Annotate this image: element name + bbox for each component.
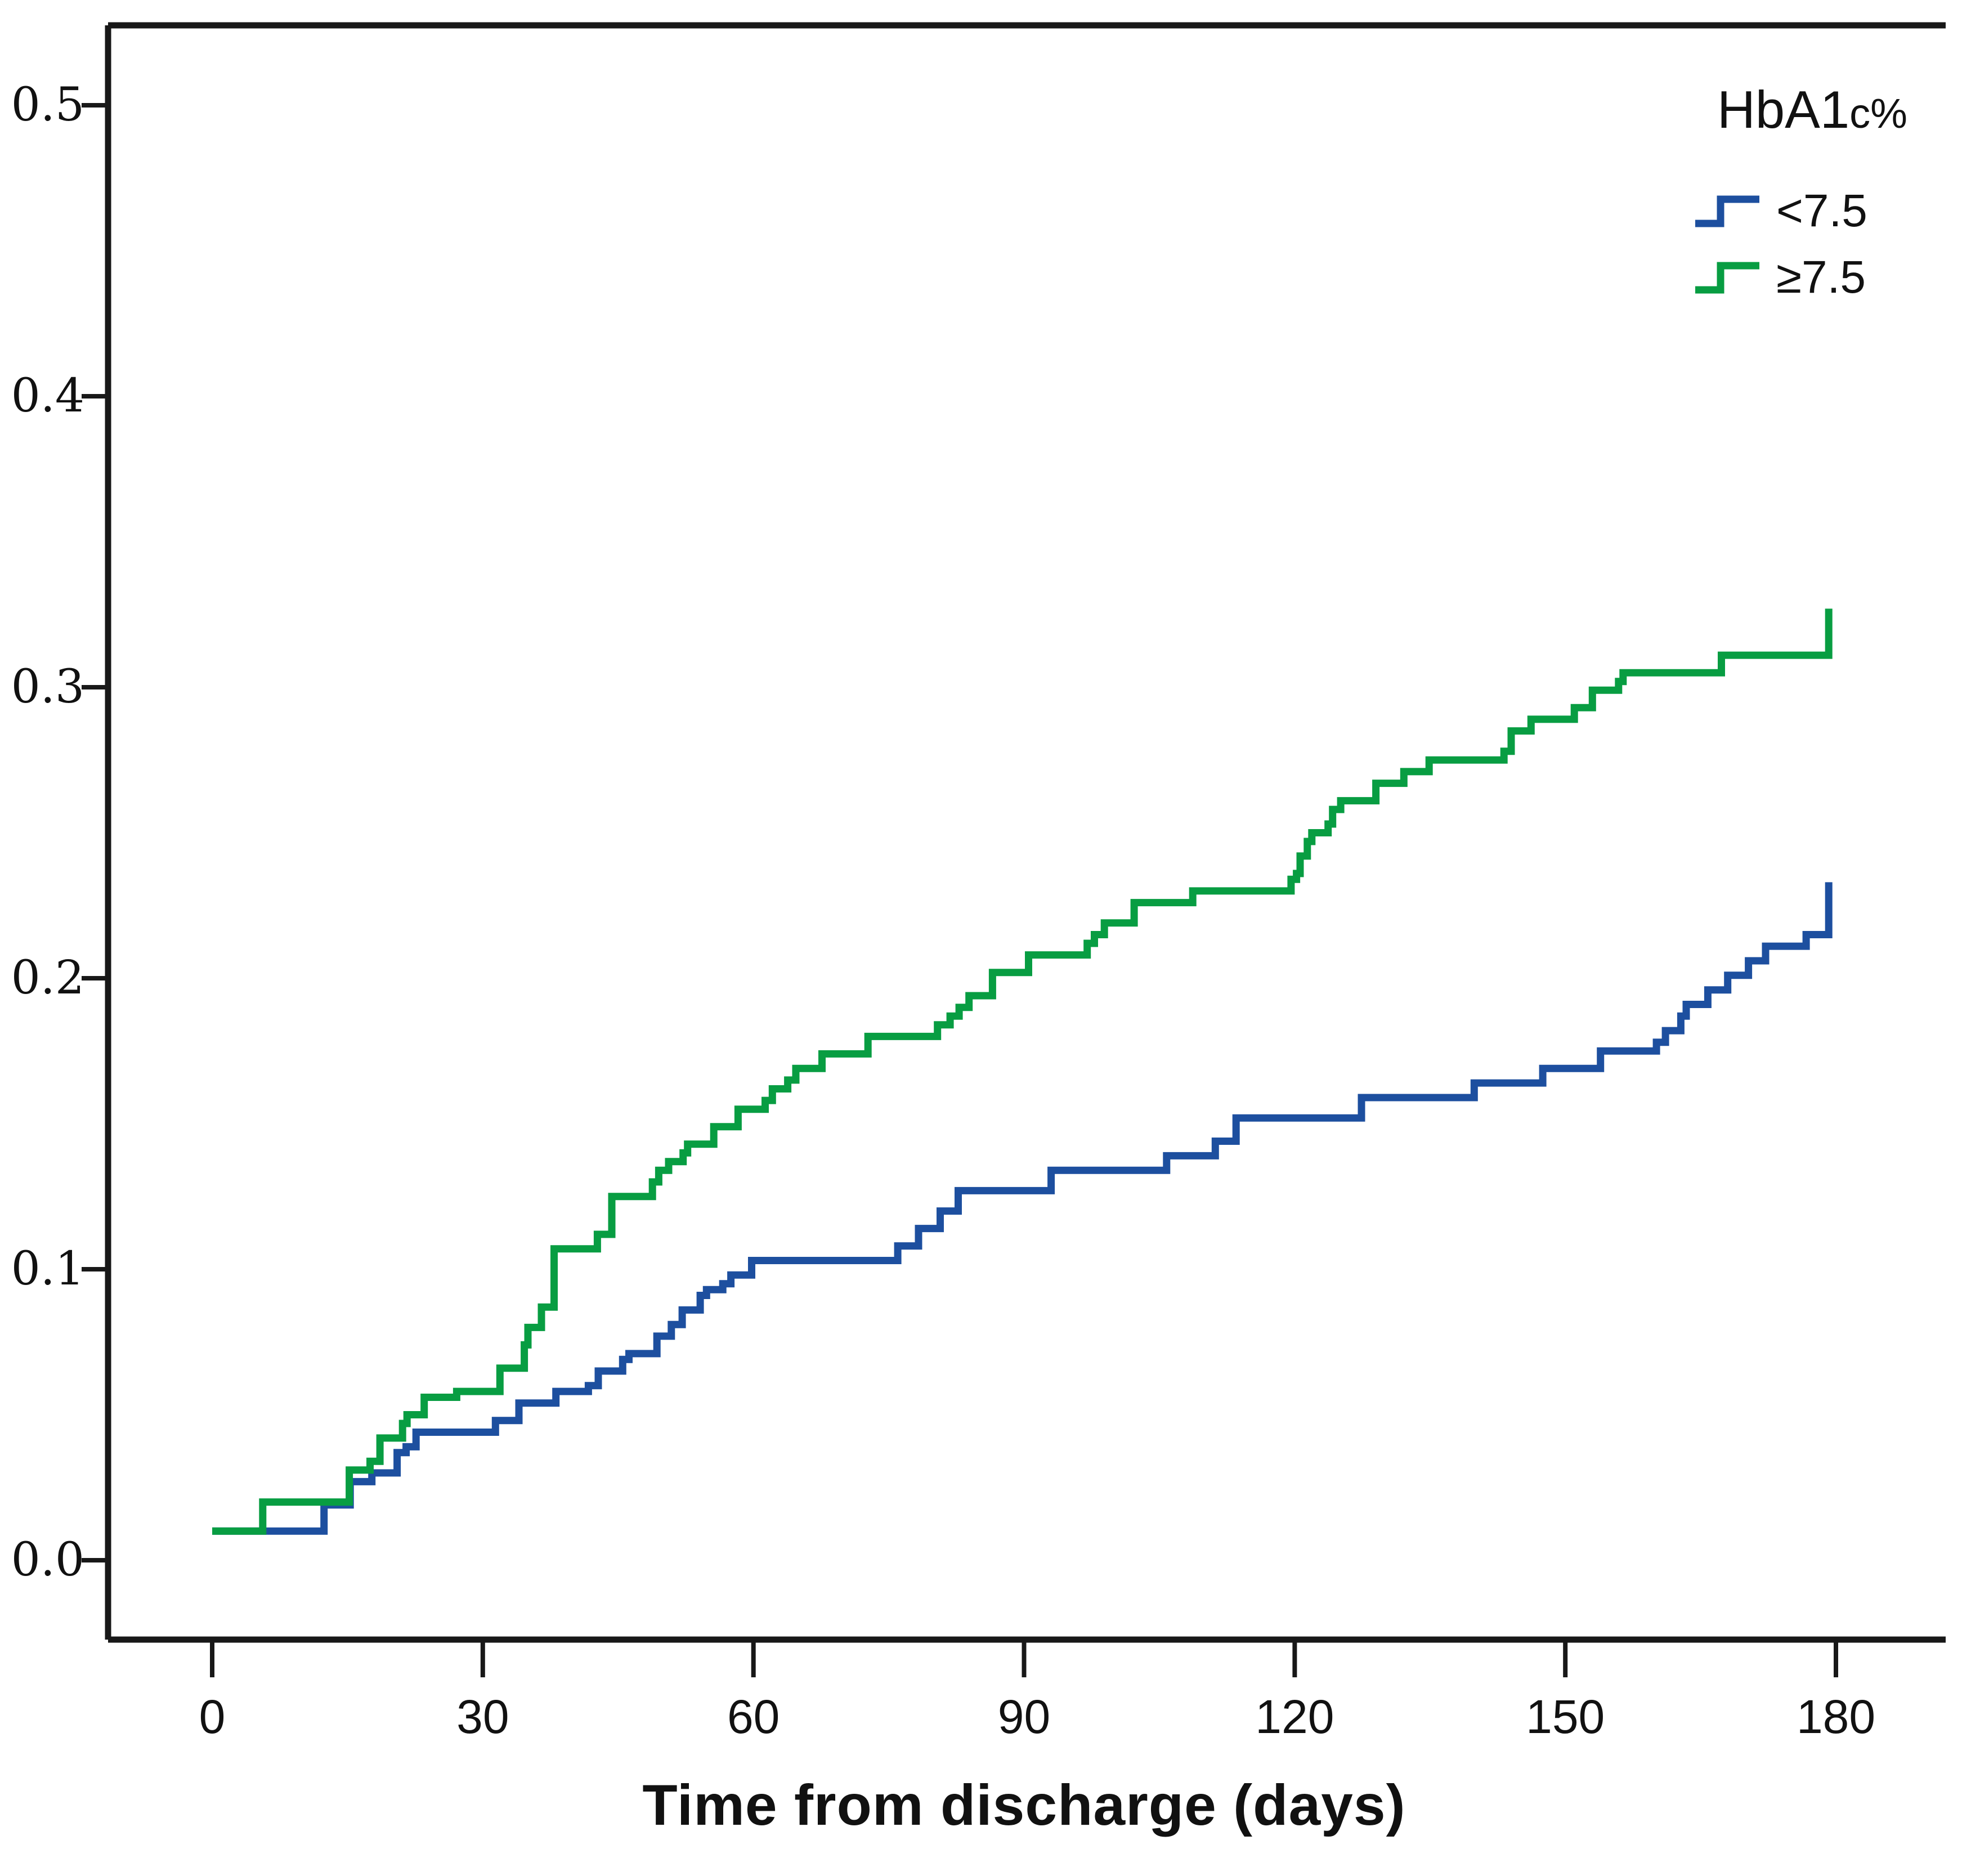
plot-frame <box>105 22 1946 1643</box>
step-line-icon <box>1695 195 1759 227</box>
legend-title: HbA1c% <box>1688 79 1936 145</box>
series-lines <box>212 608 1833 1535</box>
y-tick-label: 0.4 <box>11 369 84 423</box>
series-line-ge7-5 <box>212 882 1833 1535</box>
legend-title-main: HbA1 <box>1717 80 1850 139</box>
legend-item-label: <7.5 <box>1776 185 1867 236</box>
y-tick-label: 0.0 <box>11 1533 84 1587</box>
y-tick-label: 0.3 <box>11 660 84 714</box>
x-axis-title: Time from discharge (days) <box>642 1773 1406 1837</box>
x-tick-label: 90 <box>997 1690 1051 1743</box>
y-tick-label: 0.1 <box>11 1242 84 1296</box>
x-tick-label: 180 <box>1796 1690 1876 1743</box>
legend: HbA1c% <7.5 ≥7.5 <box>1688 79 1936 303</box>
legend-title-suffix: c% <box>1849 90 1907 137</box>
y-tick-label: 0.5 <box>11 78 84 132</box>
x-tick-label: 150 <box>1526 1690 1605 1743</box>
x-tick-label: 0 <box>199 1690 226 1743</box>
legend-item-ge75: ≥7.5 <box>1693 252 1866 303</box>
axis-ticks <box>82 103 1838 1677</box>
frame-lines <box>105 22 1946 1643</box>
step-line-icon <box>1695 262 1759 294</box>
x-tick-label: 120 <box>1255 1690 1334 1743</box>
series-line-lt7-5 <box>212 608 1833 1535</box>
legend-item-lt75: <7.5 <box>1693 186 1867 236</box>
y-tick-label: 0.2 <box>11 951 84 1005</box>
x-tick-label: 60 <box>727 1690 780 1743</box>
legend-item-label: ≥7.5 <box>1776 252 1866 303</box>
x-tick-label: 30 <box>456 1690 509 1743</box>
